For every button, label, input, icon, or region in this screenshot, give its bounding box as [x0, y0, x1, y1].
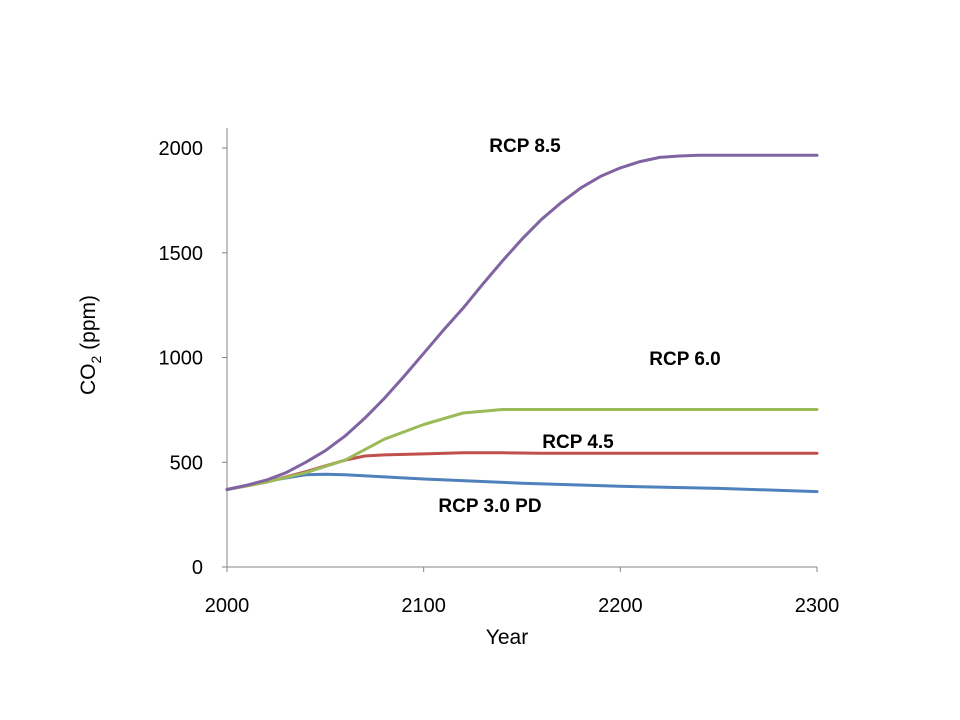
series-label-rcp-8-5: RCP 8.5 — [489, 136, 561, 157]
series-line-rcp-6-0 — [225, 408, 819, 491]
axes — [226, 128, 817, 568]
y-tick-label: 2000 — [159, 138, 204, 160]
y-axis-title-rest: (ppm) — [77, 295, 100, 356]
y-tick-label: 500 — [170, 452, 203, 474]
ticks: 0 500 1000 1500 2000 2000 2100 2200 2300 — [159, 138, 840, 617]
series-label-rcp-6-0: RCP 6.0 — [649, 349, 720, 370]
y-axis-title: CO2 (ppm) — [77, 295, 104, 395]
series-lines — [225, 153, 819, 494]
series-label-rcp-4-5: RCP 4.5 — [542, 432, 614, 453]
y-axis-title-subscript: 2 — [88, 355, 104, 363]
y-tick-label: 1000 — [159, 348, 204, 370]
x-tick-label: 2300 — [795, 595, 840, 617]
y-tick-label: 1500 — [159, 243, 204, 265]
series-line-rcp-3-0-pd — [225, 472, 819, 494]
x-tick-label: 2200 — [598, 595, 643, 617]
series-label-rcp-3-0-pd: RCP 3.0 PD — [438, 496, 541, 517]
y-axis-title-main: CO — [77, 363, 100, 395]
x-axis-title: Year — [486, 626, 528, 649]
x-tick-label: 2000 — [205, 595, 250, 617]
series-labels: RCP 8.5 RCP 6.0 RCP 4.5 RCP 3.0 PD — [438, 136, 720, 517]
x-tick-label: 2100 — [401, 595, 446, 617]
y-tick-label: 0 — [192, 557, 203, 579]
series-line-rcp-8-5 — [225, 153, 819, 491]
